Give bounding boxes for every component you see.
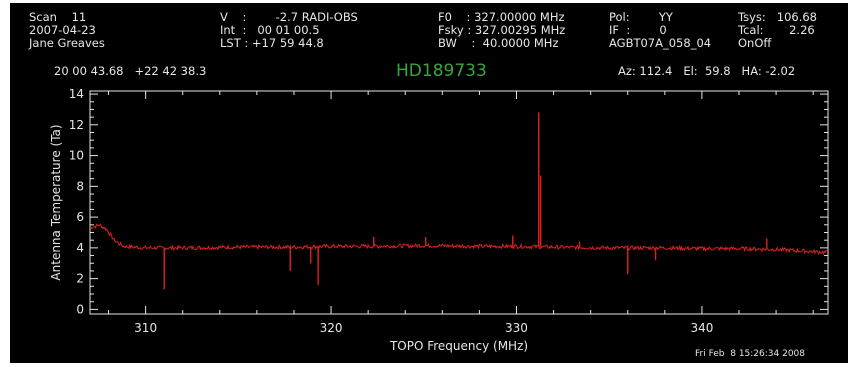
spectrum-panel: Scan 11 2007-04-23 Jane Greaves V : -2.7… [10,3,848,363]
switching-mode: OnOff [738,36,772,50]
y-tick-label: 4 [76,241,84,255]
y-tick-label: 12 [69,118,84,132]
x-tick-label: 340 [690,321,713,335]
observation-date: 2007-04-23 [29,23,96,37]
plot-frame [89,90,829,315]
system-temperature: Tsys: 106.68 [738,10,817,24]
integration-time: Int : 00 01 00.5 [220,23,320,37]
scan-number: Scan 11 [29,10,87,24]
if-number: IF : 0 [609,23,667,37]
y-tick-label: 8 [76,179,84,193]
x-tick-label: 320 [320,321,343,335]
y-tick-label: 14 [69,87,84,101]
sky-frequency: Fsky : 327.00295 MHz [438,23,566,37]
y-tick-label: 10 [69,149,84,163]
lst-time: LST : +17 59 44.8 [220,36,324,50]
calibration-temperature: Tcal: 2.26 [738,23,815,37]
y-axis-label: Antenna Temperature (Ta) [49,124,63,280]
x-tick-label: 330 [505,321,528,335]
spectrum-trace [89,112,828,290]
source-coordinates: 20 00 43.68 +22 42 38.3 [54,64,207,78]
y-tick-label: 0 [76,302,84,316]
x-axis-label: TOPO Frequency (MHz) [389,339,528,353]
observer-name: Jane Greaves [29,36,105,50]
az-el-ha: Az: 112.4 El: 59.8 HA: -2.02 [618,64,796,78]
plot-timestamp: Fri Feb 8 15:26:34 2008 [695,349,806,359]
source-name: HD189733 [396,61,487,81]
y-tick-label: 2 [76,272,84,286]
project-id: AGBT07A_058_04 [609,36,712,50]
y-tick-label: 6 [76,210,84,224]
rest-frequency: F0 : 327.00000 MHz [438,10,565,24]
x-tick-label: 310 [134,321,157,335]
velocity-info: V : -2.7 RADI-OBS [220,10,358,24]
bandwidth: BW : 40.0000 MHz [438,36,559,50]
spectrum-chart: 310 320 330 340 0 2 4 6 8 10 12 14 TOPO Frequency (M… [49,87,829,353]
polarization: Pol: YY [609,10,673,24]
